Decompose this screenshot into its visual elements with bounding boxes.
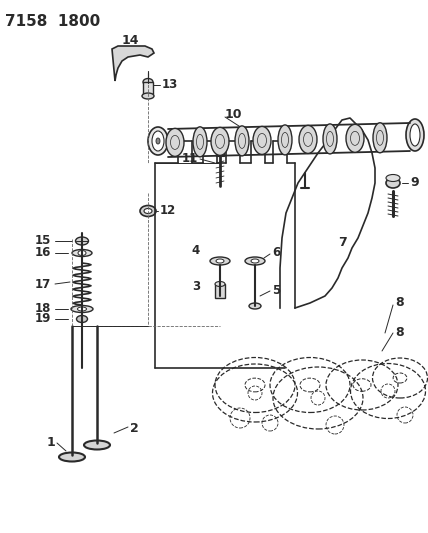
Text: 13: 13 — [162, 78, 178, 92]
Ellipse shape — [278, 125, 292, 155]
Text: 18: 18 — [35, 303, 51, 316]
Text: 12: 12 — [160, 205, 176, 217]
Text: 2: 2 — [130, 422, 139, 434]
Ellipse shape — [84, 440, 110, 449]
Text: 19: 19 — [35, 312, 51, 326]
Ellipse shape — [216, 259, 224, 263]
Ellipse shape — [142, 93, 154, 99]
Ellipse shape — [346, 124, 364, 152]
Ellipse shape — [143, 78, 153, 85]
Polygon shape — [112, 46, 154, 81]
Ellipse shape — [386, 178, 400, 188]
Text: 5: 5 — [272, 285, 280, 297]
Bar — [143, 82, 153, 94]
Text: 8: 8 — [395, 296, 404, 310]
Text: 7: 7 — [338, 237, 347, 249]
Text: 7158  1800: 7158 1800 — [5, 14, 100, 29]
Text: 17: 17 — [35, 278, 51, 290]
Ellipse shape — [77, 316, 87, 322]
Text: 6: 6 — [272, 246, 280, 260]
Text: 10: 10 — [225, 109, 243, 122]
Ellipse shape — [323, 124, 337, 154]
Text: 4: 4 — [192, 245, 200, 257]
Text: 16: 16 — [35, 246, 51, 260]
Ellipse shape — [245, 257, 265, 265]
Ellipse shape — [211, 127, 229, 156]
Text: 1: 1 — [46, 437, 55, 449]
Ellipse shape — [152, 131, 164, 151]
Ellipse shape — [144, 208, 152, 214]
Ellipse shape — [140, 206, 156, 216]
Ellipse shape — [249, 303, 261, 309]
Ellipse shape — [78, 251, 86, 255]
Text: 14: 14 — [121, 34, 139, 46]
Text: 8: 8 — [395, 327, 404, 340]
Ellipse shape — [253, 126, 271, 155]
Ellipse shape — [210, 257, 230, 265]
Ellipse shape — [75, 237, 89, 245]
Ellipse shape — [71, 305, 93, 312]
Ellipse shape — [299, 125, 317, 154]
Ellipse shape — [193, 127, 207, 157]
Text: 9: 9 — [410, 176, 419, 190]
Ellipse shape — [373, 123, 387, 153]
Ellipse shape — [386, 174, 400, 182]
Ellipse shape — [148, 127, 168, 155]
Ellipse shape — [77, 307, 86, 311]
Text: 15: 15 — [35, 235, 51, 247]
Ellipse shape — [72, 249, 92, 256]
Ellipse shape — [59, 453, 85, 462]
Text: 11: 11 — [182, 152, 198, 166]
Bar — [216, 150, 224, 156]
Ellipse shape — [215, 281, 225, 287]
Ellipse shape — [406, 119, 424, 151]
Ellipse shape — [235, 126, 249, 156]
Text: 3: 3 — [192, 279, 200, 293]
Ellipse shape — [156, 138, 160, 144]
Ellipse shape — [410, 124, 420, 146]
Ellipse shape — [166, 128, 184, 156]
Bar — [215, 284, 225, 298]
Ellipse shape — [251, 259, 259, 263]
